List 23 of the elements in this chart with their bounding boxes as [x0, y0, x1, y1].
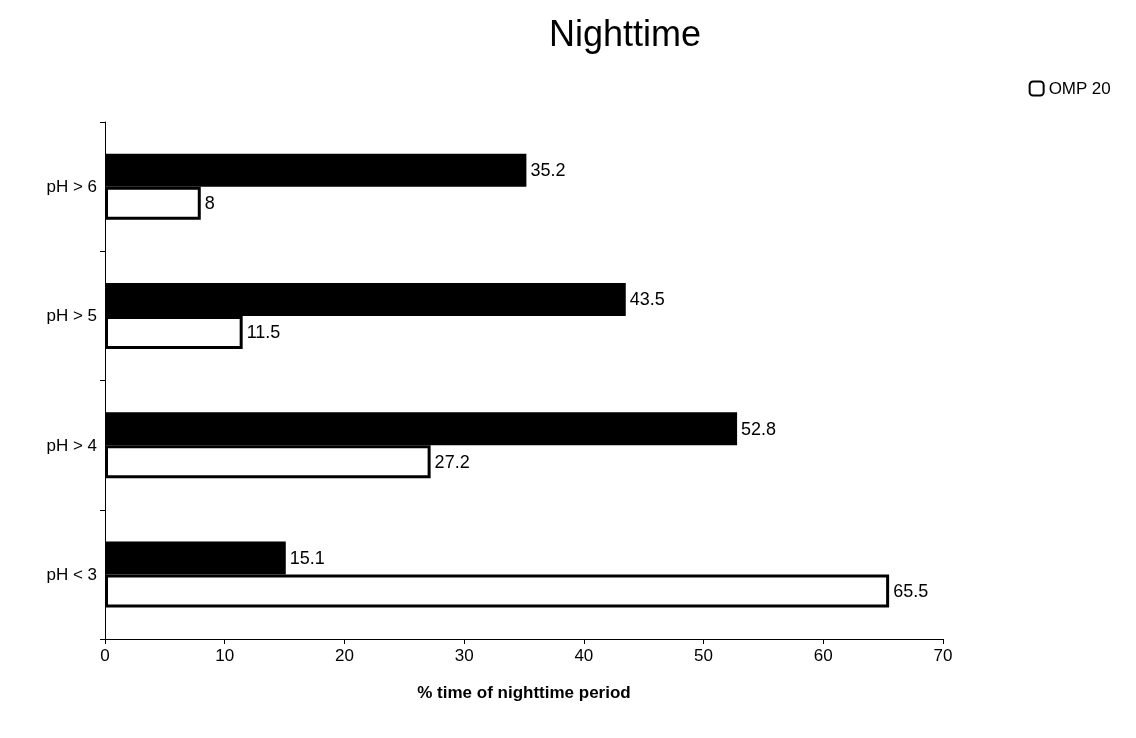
- y-tick-label: pH < 3: [46, 564, 97, 584]
- data-label: 15.1: [289, 547, 325, 568]
- x-tick-label: 60: [813, 646, 833, 665]
- y-tick-label: pH > 5: [46, 306, 97, 326]
- x-tick-label: 10: [215, 646, 235, 665]
- y-tick-label: pH > 6: [46, 177, 97, 197]
- x-tick-label: 50: [694, 646, 714, 665]
- x-axis-title: % time of nighttime period: [417, 683, 631, 702]
- x-tick-label: 30: [454, 646, 474, 665]
- data-label: 52.8: [741, 418, 777, 439]
- x-tick-label: 0: [100, 646, 110, 665]
- data-label: 27.2: [434, 451, 470, 472]
- y-tick-label: pH > 4: [46, 435, 97, 455]
- x-tick-label: 20: [334, 646, 354, 665]
- chart-title: Nighttime: [548, 12, 702, 54]
- data-label: 65.5: [893, 580, 929, 601]
- x-tick-label: 70: [933, 646, 953, 665]
- data-label: 43.5: [629, 289, 665, 310]
- x-tick-label: 40: [574, 646, 594, 665]
- data-label: 35.2: [530, 160, 566, 181]
- legend-label: OMP 20: [1048, 79, 1111, 98]
- data-label: 11.5: [246, 322, 281, 343]
- data-label: 8: [204, 193, 215, 214]
